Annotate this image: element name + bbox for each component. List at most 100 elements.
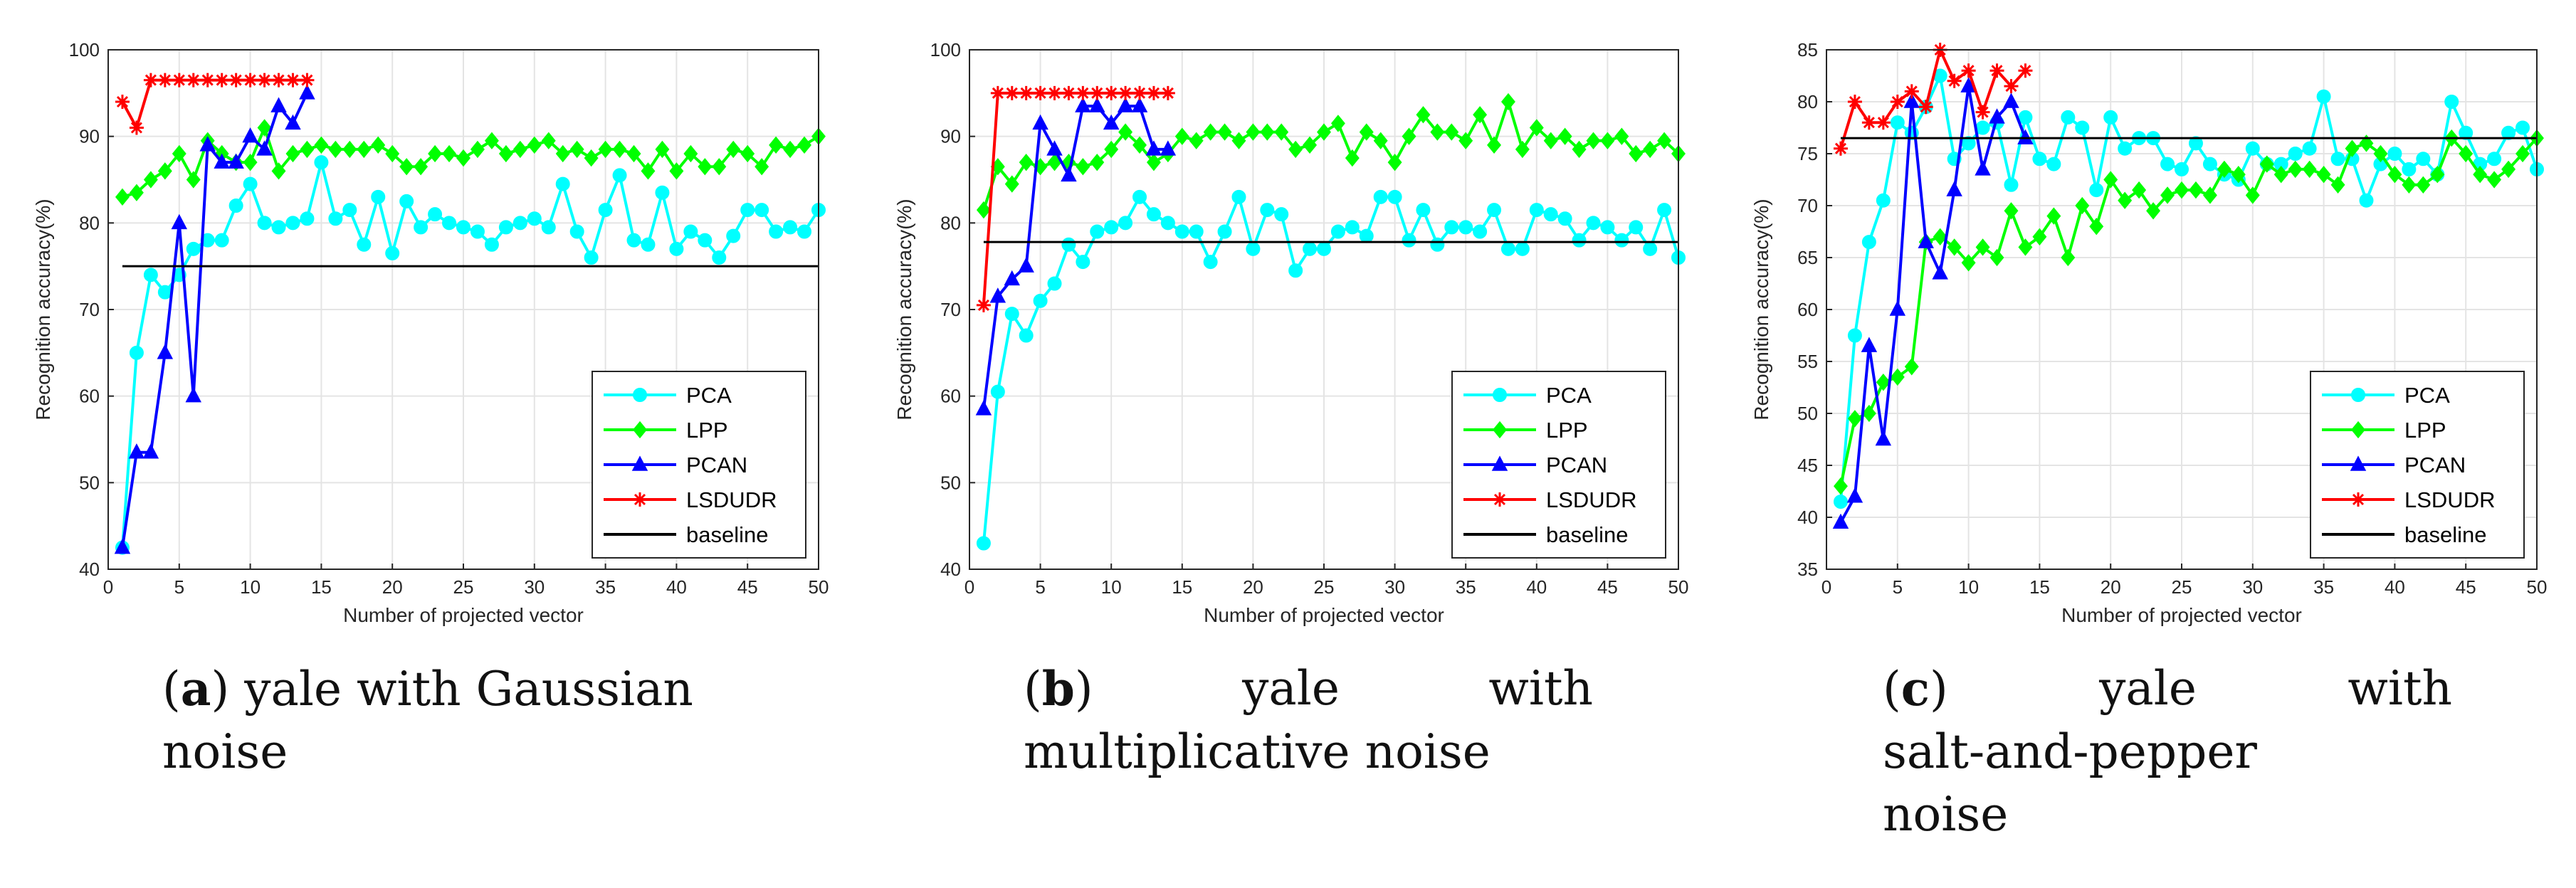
legend: PCA LPP PCAN LSDUDR baseline: [1451, 371, 1666, 559]
data-point: [1614, 127, 1629, 145]
data-point: [285, 216, 300, 231]
data-point: [157, 73, 172, 88]
data-point: [1586, 216, 1601, 231]
data-point: [2202, 157, 2217, 171]
data-point: [1274, 123, 1289, 141]
x-tick-label: 30: [1384, 576, 1405, 598]
data-point: [1246, 123, 1261, 141]
x-tick-label: 15: [1172, 576, 1192, 598]
data-point: [2387, 147, 2402, 161]
data-point: [271, 162, 286, 180]
data-point: [1833, 495, 1848, 509]
caption-c-label-wrap: (c): [1883, 661, 1948, 717]
data-point: [1918, 100, 1933, 115]
data-point: [428, 207, 443, 222]
data-point: [1132, 189, 1147, 204]
data-point: [1317, 123, 1331, 141]
data-point: [143, 171, 158, 189]
y-tick-label: 100: [69, 39, 100, 60]
data-point: [2444, 95, 2459, 109]
x-tick-label: 45: [1597, 576, 1618, 598]
data-point: [1600, 220, 1615, 235]
data-point: [2004, 202, 2019, 220]
data-point: [1132, 136, 1147, 154]
data-point: [1458, 132, 1473, 149]
data-point: [527, 136, 542, 154]
data-point: [2416, 176, 2431, 194]
data-point: [569, 140, 584, 159]
data-point: [2459, 144, 2474, 163]
data-point: [1032, 114, 1048, 130]
x-tick-label: 20: [1243, 576, 1263, 598]
data-point: [199, 136, 216, 152]
data-point: [271, 73, 286, 88]
y-tick-label: 50: [79, 472, 100, 493]
data-point: [2160, 157, 2175, 171]
caption-c-word1: yale: [2099, 661, 2197, 716]
data-point: [257, 119, 272, 137]
data-point: [1118, 216, 1133, 231]
y-tick-label: 60: [79, 386, 100, 407]
data-point: [1076, 255, 1090, 270]
series-line: [1839, 85, 2027, 524]
data-point: [726, 228, 741, 243]
data-point: [243, 176, 258, 191]
x-tick-label: 0: [1821, 576, 1831, 598]
data-point: [2501, 125, 2516, 140]
legend-label: LSDUDR: [1546, 487, 1636, 512]
data-point: [129, 345, 144, 360]
data-point: [371, 189, 386, 204]
data-point: [314, 155, 329, 170]
legend-entry-pcan: PCAN: [2322, 453, 2466, 477]
data-point: [1274, 207, 1289, 222]
caption-c-label: c: [1901, 661, 1930, 717]
x-tick-label: 25: [453, 576, 474, 598]
data-point: [989, 287, 1006, 303]
x-tick-label: 35: [1456, 576, 1476, 598]
data-point: [1515, 140, 1530, 159]
data-point: [2032, 228, 2047, 245]
legend-entry-lpp: LPP: [604, 418, 728, 443]
data-point: [1861, 404, 1876, 423]
data-point: [385, 144, 400, 163]
data-point: [755, 158, 769, 176]
data-point: [1018, 257, 1034, 273]
data-point: [1373, 189, 1388, 204]
data-point: [976, 201, 991, 219]
data-point: [1643, 241, 1658, 256]
x-tick-label: 25: [2172, 576, 2192, 598]
y-tick-label: 60: [1797, 299, 1818, 320]
x-tick-label: 5: [1035, 576, 1045, 598]
x-tick-label: 40: [2385, 576, 2405, 598]
y-tick-label: 45: [1797, 455, 1818, 476]
caption-a: (a) yale with Gaussian noise: [162, 657, 746, 783]
data-point: [442, 216, 457, 231]
data-point: [669, 162, 684, 180]
data-point: [1004, 270, 1021, 286]
data-point: [1473, 106, 1488, 124]
legend-entry-baseline: baseline: [604, 522, 768, 547]
caption-a-line1: (a) yale with Gaussian: [162, 661, 693, 717]
data-point: [1947, 73, 1962, 88]
data-point: [1090, 85, 1105, 100]
data-point: [1947, 238, 1962, 256]
data-point: [1047, 85, 1062, 100]
y-tick-label: 80: [1797, 91, 1818, 112]
data-point: [498, 144, 513, 163]
data-point: [2402, 162, 2417, 176]
data-point: [740, 203, 755, 218]
data-point: [1989, 108, 2005, 124]
data-point: [1004, 175, 1019, 193]
data-point: [1033, 293, 1048, 308]
data-point: [1019, 328, 1034, 343]
data-point: [2316, 166, 2331, 184]
data-point: [243, 73, 258, 88]
data-point: [1145, 140, 1162, 156]
legend-label: LSDUDR: [2404, 487, 2495, 512]
data-point: [2175, 181, 2189, 199]
data-point: [1146, 85, 1161, 100]
data-point: [371, 136, 386, 154]
data-point: [1876, 193, 1891, 208]
data-point: [655, 140, 670, 159]
